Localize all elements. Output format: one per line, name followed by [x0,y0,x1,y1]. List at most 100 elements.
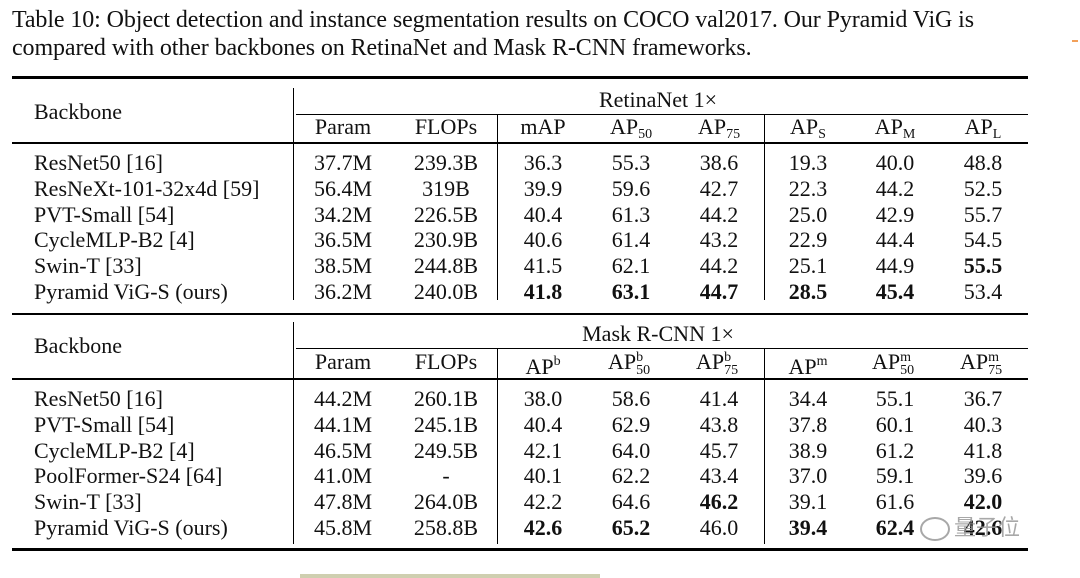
retinanet-cell: 36.2M [313,279,373,304]
maskrcnn-cell: 55.1 [875,386,915,411]
maskrcnn-cell: 61.6 [875,489,915,515]
col-ap75-1: AP75 [697,114,741,142]
maskrcnn-cell: 46.0 [699,515,739,540]
retinanet-cell: 240.0B [413,279,479,304]
retinanet-cell: 44.2 [699,253,739,279]
maskrcnn-cell: 45.8M [313,515,373,540]
watermark-text: 量子位 [954,516,1021,541]
caption-line-1: Table 10: Object detection and instance … [12,7,974,33]
maskrcnn-row-name: CycleMLP-B2 [4] [34,437,195,463]
maskrcnn-cell: 42.6 [523,515,563,540]
maskrcnn-cell: - [442,463,450,489]
maskrcnn-cell: 64.6 [611,489,651,515]
maskrcnn-cell: 42.6 [963,515,1003,540]
retinanet-cell: 39.9 [523,175,563,201]
retinanet-cell: 28.5 [788,279,828,304]
retinanet-cell: 230.9B [413,227,479,253]
retinanet-cell: 36.5M [313,227,373,253]
retinanet-row-name: ResNet50 [16] [34,150,163,175]
maskrcnn-cell: 41.8 [963,437,1003,463]
retinanet-cell: 226.5B [413,201,479,227]
col-apm-1: APM [874,114,916,142]
maskrcnn-cell: 43.4 [699,463,739,489]
retinanet-row-name: ResNeXt-101-32x4d [59] [34,175,260,201]
col-ap50-1: AP50 [609,114,653,142]
vrule-backbone-1 [293,88,295,300]
retinanet-cell: 55.5 [963,253,1003,279]
caption-line-2: compared with other backbones on RetinaN… [12,35,752,61]
retinanet-cell: 239.3B [413,150,479,175]
col-apb50-2: AP b 50 [607,349,651,378]
watermark: 量子位 [920,510,1020,542]
col-map-1: mAP [520,114,566,139]
maskrcnn-cell: 60.1 [875,411,915,437]
retinanet-cell: 42.9 [875,201,915,227]
retinanet-cell: 44.9 [875,253,915,279]
maskrcnn-cell: 260.1B [413,386,479,411]
table-caption: Table 10: Object detection and instance … [12,6,1062,62]
maskrcnn-cell: 37.0 [788,463,828,489]
maskrcnn-cell: 65.2 [611,515,651,540]
retinanet-cell: 25.0 [788,201,828,227]
retinanet-cell: 53.4 [963,279,1003,304]
maskrcnn-cell: 44.2M [313,386,373,411]
col-flops-2: FLOPs [414,349,478,374]
retinanet-cell: 61.4 [611,227,651,253]
retinanet-cell: 25.1 [788,253,828,279]
maskrcnn-cell: 59.1 [875,463,915,489]
retinanet-cell: 41.5 [523,253,563,279]
maskrcnn-cell: 47.8M [313,489,373,515]
maskrcnn-cell: 40.1 [523,463,563,489]
retinanet-cell: 38.6 [699,150,739,175]
maskrcnn-cell: 62.2 [611,463,651,489]
maskrcnn-cell: 41.0M [313,463,373,489]
maskrcnn-row-name: Swin-T [33] [34,489,142,515]
retinanet-cell: 40.0 [875,150,915,175]
maskrcnn-cell: 58.6 [611,386,651,411]
maskrcnn-cell: 42.2 [523,489,563,515]
maskrcnn-cell: 45.7 [699,437,739,463]
bottom-rule [12,548,1028,551]
maskrcnn-cell: 40.3 [963,411,1003,437]
maskrcnn-cell: 37.8 [788,411,828,437]
maskrcnn-cell: 38.9 [788,437,828,463]
retinanet-cell: 62.1 [611,253,651,279]
maskrcnn-cell: 34.4 [788,386,828,411]
maskrcnn-cell: 42.0 [963,489,1003,515]
maskrcnn-cell: 62.9 [611,411,651,437]
maskrcnn-cell: 61.2 [875,437,915,463]
retinanet-cell: 319B [422,175,470,201]
retinanet-cell: 22.3 [788,175,828,201]
retinanet-cell: 34.2M [313,201,373,227]
maskrcnn-cell: 40.4 [523,411,563,437]
retinanet-row-name: PVT-Small [54] [34,201,175,227]
retinanet-cell: 59.6 [611,175,651,201]
retinanet-cell: 42.7 [699,175,739,201]
framework-underline-1 [296,114,1028,116]
maskrcnn-cell: 264.0B [413,489,479,515]
maskrcnn-cell: 64.0 [611,437,651,463]
bottom-strip [300,574,600,578]
maskrcnn-cell: 42.1 [523,437,563,463]
retinanet-cell: 54.5 [963,227,1003,253]
framework-underline-2 [296,348,1028,350]
retinanet-cell: 55.3 [611,150,651,175]
maskrcnn-cell: 46.5M [313,437,373,463]
maskrcnn-framework-header: Mask R-CNN 1× [582,321,734,346]
retinanet-cell: 48.8 [963,150,1003,175]
edge-mark [1072,40,1078,42]
col-apb75-2: AP b 75 [695,349,739,378]
retinanet-row-name: Pyramid ViG-S (ours) [34,279,228,304]
maskrcnn-cell: 41.4 [699,386,739,411]
backbone-header-1: Backbone [34,99,122,124]
mid-rule [12,313,1028,315]
retinanet-cell: 37.7M [313,150,373,175]
col-apm75-2: AP m 75 [959,349,1003,378]
maskrcnn-cell: 44.1M [313,411,373,437]
retinanet-cell: 56.4M [313,175,373,201]
retinanet-cell: 19.3 [788,150,828,175]
maskrcnn-cell: 39.4 [788,515,828,540]
retinanet-cell: 43.2 [699,227,739,253]
maskrcnn-row-name: Pyramid ViG-S (ours) [34,515,228,540]
maskrcnn-cell: 46.2 [699,489,739,515]
